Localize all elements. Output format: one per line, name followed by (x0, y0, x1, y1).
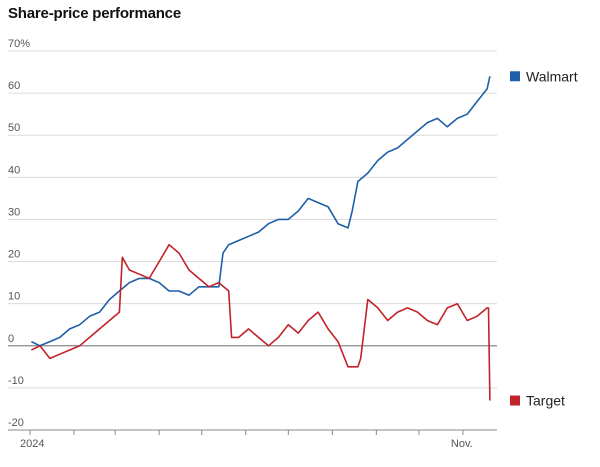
legend: Walmart Target (510, 68, 578, 409)
series-line-walmart (31, 76, 491, 347)
y-tick-label: 0 (8, 333, 14, 345)
gridlines (8, 50, 497, 431)
legend-label-walmart: Walmart (526, 68, 578, 84)
y-tick-label: 30 (8, 206, 20, 218)
y-tick-label: 70% (8, 38, 30, 50)
legend-swatch-target (510, 395, 520, 406)
x-tick-label: 2024 (20, 438, 44, 450)
series-line-target (31, 243, 491, 401)
y-tick-label: -20 (8, 417, 24, 429)
y-tick-label: 40 (8, 164, 20, 176)
y-tick-label: -10 (8, 375, 24, 387)
y-tick-label: 10 (8, 291, 20, 303)
x-tick-label: Nov. (451, 438, 473, 450)
series-lines (31, 76, 491, 401)
chart-title: Share-price performance (8, 5, 181, 22)
x-axis: 2024 Nov. (8, 429, 497, 450)
y-tick-label: 50 (8, 122, 20, 134)
y-tick-label: 60 (8, 80, 20, 92)
legend-label-target: Target (526, 393, 565, 409)
y-axis-tick-labels: -20 -10 0 10 20 30 40 50 60 70% (8, 38, 30, 429)
y-tick-label: 20 (8, 249, 20, 261)
legend-swatch-walmart (510, 71, 520, 82)
